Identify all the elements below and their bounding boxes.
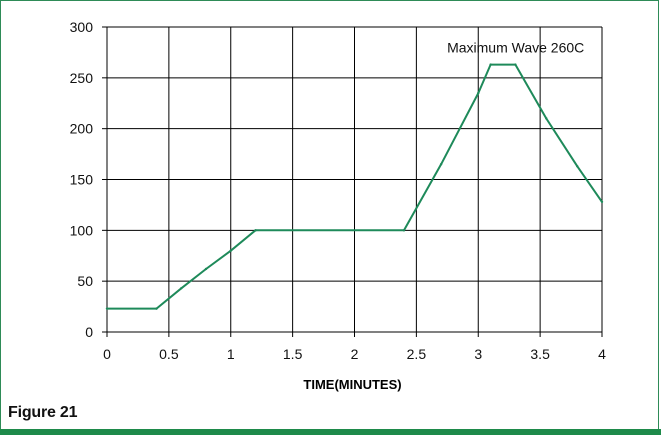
x-axis-label: TIME(MINUTES) xyxy=(303,377,401,392)
data-point xyxy=(229,249,232,252)
chart-annotation: Maximum Wave 260C xyxy=(447,39,584,55)
x-tick-label: 1 xyxy=(227,346,235,362)
data-point xyxy=(600,200,604,204)
bottom-accent-bar xyxy=(0,429,661,435)
x-tick-label: 0.5 xyxy=(159,346,179,362)
data-point xyxy=(514,63,517,66)
data-point xyxy=(155,307,158,310)
axes xyxy=(102,26,603,337)
x-tick-label: 1.5 xyxy=(283,346,303,362)
y-tick-label: 50 xyxy=(77,273,93,289)
x-tick-labels: 0 0.5 1 1.5 2 2.5 3 3.5 4 xyxy=(103,346,606,362)
grid-lines xyxy=(107,26,603,332)
y-tick-label: 0 xyxy=(85,324,93,340)
x-tick-label: 2.5 xyxy=(407,346,427,362)
data-point xyxy=(105,307,109,310)
data-series xyxy=(105,63,604,310)
data-point xyxy=(545,117,548,120)
x-tick-label: 3.5 xyxy=(530,346,550,362)
data-point xyxy=(576,165,579,168)
x-tick-label: 2 xyxy=(351,346,359,362)
data-point xyxy=(180,287,183,290)
figure-caption: Figure 21 xyxy=(8,404,78,421)
x-tick-label: 4 xyxy=(598,346,606,362)
data-point xyxy=(254,229,257,232)
x-tick-label: 3 xyxy=(474,346,482,362)
series-line xyxy=(107,63,603,310)
y-tick-labels: 0 50 100 150 200 250 300 xyxy=(70,19,94,340)
data-point xyxy=(402,229,406,232)
data-point xyxy=(489,63,492,66)
y-tick-label: 100 xyxy=(70,222,94,238)
data-point xyxy=(439,163,443,166)
y-tick-label: 150 xyxy=(70,172,94,188)
y-tick-label: 300 xyxy=(70,19,94,35)
y-tick-label: 250 xyxy=(70,70,94,86)
data-point xyxy=(204,267,208,271)
y-tick-label: 200 xyxy=(70,121,94,137)
x-tick-label: 0 xyxy=(103,346,111,362)
data-point xyxy=(477,91,480,95)
